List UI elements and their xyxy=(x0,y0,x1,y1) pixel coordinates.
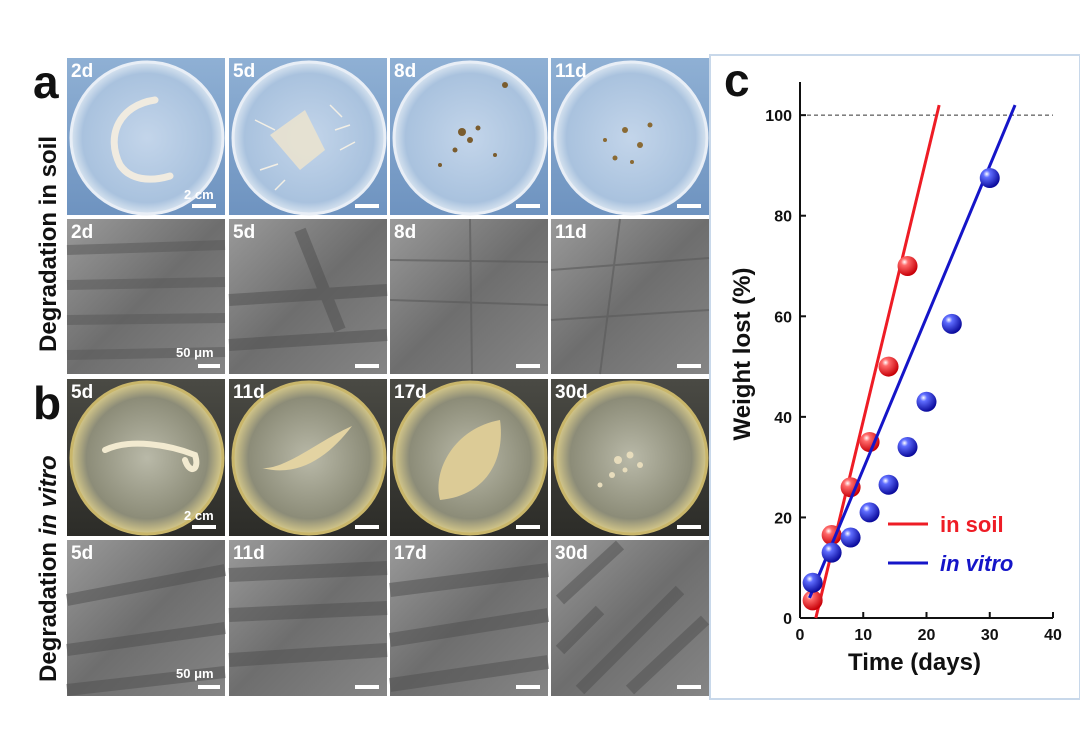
scale-bar xyxy=(677,685,701,689)
x-tick-label: 20 xyxy=(918,627,936,644)
soil-photo-tile: 11d xyxy=(551,58,709,216)
sem-day-label: 8d xyxy=(394,222,416,243)
panel-b-letter: b xyxy=(33,377,61,429)
photo-scale-text: 2 cm xyxy=(184,187,214,202)
scale-bar xyxy=(198,685,220,689)
chart-frame xyxy=(709,54,1080,700)
soil-sem-tile: 5d xyxy=(228,219,388,374)
fit-line-in-vitro xyxy=(808,104,1017,599)
soil-sem-tile: 8d xyxy=(389,218,549,375)
scale-bar xyxy=(355,364,379,368)
sem-scale-text: 50 μm xyxy=(176,345,214,360)
soil-sem-tile: 2d 50 μm xyxy=(66,219,226,374)
x-tick-label: 10 xyxy=(854,627,872,644)
data-point-in-vitro xyxy=(979,168,1000,188)
x-tick-label: 30 xyxy=(981,627,999,644)
data-point-in-vitro xyxy=(941,313,962,334)
x-axis-title: Time (days) xyxy=(848,649,981,676)
data-point-in-vitro xyxy=(802,572,823,593)
photo-day-label: 11d xyxy=(555,61,587,82)
soil-photo-tile: 5d xyxy=(229,58,387,216)
y-tick-label: 20 xyxy=(774,510,792,527)
panel-a-photo-row: 2d 2 cm 5d 8d 11d xyxy=(67,58,709,216)
sem-day-label: 30d xyxy=(555,543,588,564)
y-tick-label: 0 xyxy=(783,611,792,628)
scale-bar xyxy=(516,364,540,368)
panel-b-side-title-italic: in vitro xyxy=(35,455,62,535)
data-point-in-vitro xyxy=(840,527,861,548)
photo-day-label: 17d xyxy=(394,382,427,403)
scale-bar xyxy=(198,364,220,368)
vitro-photo-tile: 17d xyxy=(390,379,548,536)
vitro-photo-tile: 30d xyxy=(551,379,709,536)
photo-day-label: 8d xyxy=(394,61,416,82)
panel-b-sem-row: 5d 50 μm 11d 17d 30d xyxy=(65,540,710,696)
data-point-in-soil xyxy=(897,256,918,276)
x-tick-label: 40 xyxy=(1044,627,1062,644)
data-point-in-soil xyxy=(802,590,823,611)
scale-bar xyxy=(516,204,540,208)
weight-lost-chart: 0 10 20 30 40 0 20 40 60 80 100 Time (days) Weight l… xyxy=(729,82,1062,676)
scale-bar xyxy=(677,204,701,208)
y-tick-label: 60 xyxy=(774,309,792,326)
scale-bar xyxy=(192,204,216,208)
sem-day-label: 2d xyxy=(71,222,93,243)
panel-b-side-title: Degradation in vitro xyxy=(35,455,62,682)
data-point-in-soil xyxy=(859,432,880,452)
photo-day-label: 30d xyxy=(555,382,588,403)
scale-bar xyxy=(355,525,379,529)
panel-a-letter: a xyxy=(33,56,59,108)
soil-sem-tile: 11d xyxy=(550,218,710,375)
y-tick-label: 40 xyxy=(774,410,792,427)
panel-b-photo-row: 5d 2 cm 11d 17d 30d xyxy=(67,379,709,536)
data-point-in-vitro xyxy=(878,474,899,495)
scale-bar xyxy=(677,525,701,529)
photo-day-label: 2d xyxy=(71,61,93,82)
legend-label-in-soil: in soil xyxy=(940,512,1004,537)
y-tick-label: 100 xyxy=(765,108,792,125)
legend-label-in-vitro: in vitro xyxy=(940,551,1013,576)
vitro-sem-tile: 30d xyxy=(551,540,710,696)
sem-day-label: 17d xyxy=(394,543,427,564)
sem-day-label: 5d xyxy=(233,222,255,243)
photo-day-label: 11d xyxy=(233,382,265,403)
soil-photo-tile: 8d xyxy=(390,58,548,216)
scale-bar xyxy=(677,364,701,368)
data-point-in-vitro xyxy=(859,502,880,523)
panel-c-letter: c xyxy=(724,54,750,106)
data-point-in-soil xyxy=(878,356,899,377)
sem-day-label: 11d xyxy=(233,543,265,564)
sem-day-label: 5d xyxy=(71,543,93,564)
data-point-in-soil xyxy=(840,477,861,498)
panel-a-sem-row: 2d 50 μm 5d 8d 11d xyxy=(66,218,710,375)
panel-a-side-title: Degradation in soil xyxy=(35,136,62,352)
scale-bar xyxy=(192,525,216,529)
panel-b-side-title-plain: Degradation xyxy=(35,535,62,682)
data-point-in-vitro xyxy=(916,391,937,412)
data-point-in-vitro xyxy=(897,437,918,458)
scale-bar xyxy=(355,685,379,689)
vitro-photo-tile: 11d xyxy=(229,379,387,536)
vitro-sem-tile: 17d xyxy=(388,540,550,696)
vitro-sem-tile: 11d xyxy=(228,540,388,696)
photo-scale-text: 2 cm xyxy=(184,508,214,523)
sem-day-label: 11d xyxy=(555,222,587,243)
x-tick-label: 0 xyxy=(796,627,805,644)
y-axis-title: Weight lost (%) xyxy=(729,268,756,441)
soil-photo-tile: 2d 2 cm xyxy=(67,58,225,216)
scale-bar xyxy=(516,685,540,689)
scale-bar xyxy=(516,525,540,529)
sem-scale-text: 50 μm xyxy=(176,666,214,681)
vitro-photo-tile: 5d 2 cm xyxy=(67,379,225,536)
y-tick-label: 80 xyxy=(774,209,792,226)
vitro-sem-tile: 5d 50 μm xyxy=(65,540,227,696)
photo-day-label: 5d xyxy=(233,61,255,82)
data-point-in-vitro xyxy=(821,542,842,563)
scale-bar xyxy=(355,204,379,208)
photo-day-label: 5d xyxy=(71,382,93,403)
